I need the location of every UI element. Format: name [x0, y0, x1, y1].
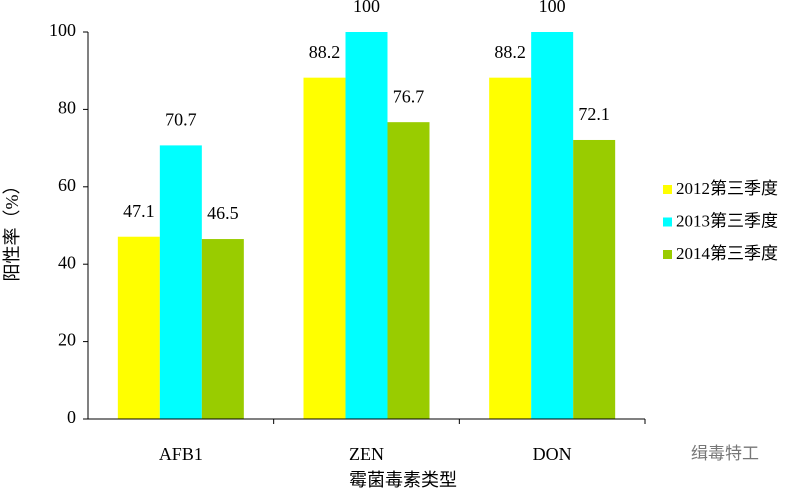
y-tick-label: 100	[49, 20, 76, 40]
legend-swatch	[663, 217, 672, 227]
y-tick-label: 40	[58, 252, 76, 272]
data-label: 88.2	[494, 42, 526, 62]
bar	[573, 139, 616, 419]
data-label: 70.7	[165, 110, 197, 130]
x-axis-label: 霉菌毒素类型	[349, 470, 457, 490]
x-tick-label: AFB1	[159, 444, 203, 464]
y-tick-label: 80	[58, 98, 76, 118]
y-tick-label: 0	[67, 407, 76, 427]
y-axis-label: 阳性率（%）	[2, 177, 22, 282]
watermark: 缉毒特工	[691, 444, 759, 463]
bar	[201, 239, 244, 419]
data-label: 76.7	[393, 86, 425, 106]
legend-label: 2013第三季度	[676, 211, 778, 230]
bar	[345, 32, 388, 419]
bar	[387, 122, 430, 420]
bar	[159, 145, 202, 420]
data-label: 100	[539, 0, 566, 16]
legend-label: 2012第三季度	[676, 179, 778, 198]
bar	[117, 236, 160, 419]
data-label: 47.1	[123, 201, 155, 221]
legend-swatch	[663, 185, 672, 194]
y-tick-label: 20	[58, 330, 76, 350]
bar	[303, 77, 346, 419]
legend-label: 2014第三季度	[676, 244, 778, 263]
data-label: 88.2	[309, 42, 341, 62]
bar	[531, 32, 574, 419]
bar	[489, 77, 532, 419]
y-tick-label: 60	[58, 175, 76, 195]
x-tick-label: ZEN	[349, 444, 384, 464]
data-label: 100	[353, 0, 380, 16]
data-label: 46.5	[207, 203, 239, 223]
legend-swatch	[663, 250, 672, 259]
x-tick-label: DON	[533, 444, 572, 464]
data-label: 72.1	[578, 104, 610, 124]
